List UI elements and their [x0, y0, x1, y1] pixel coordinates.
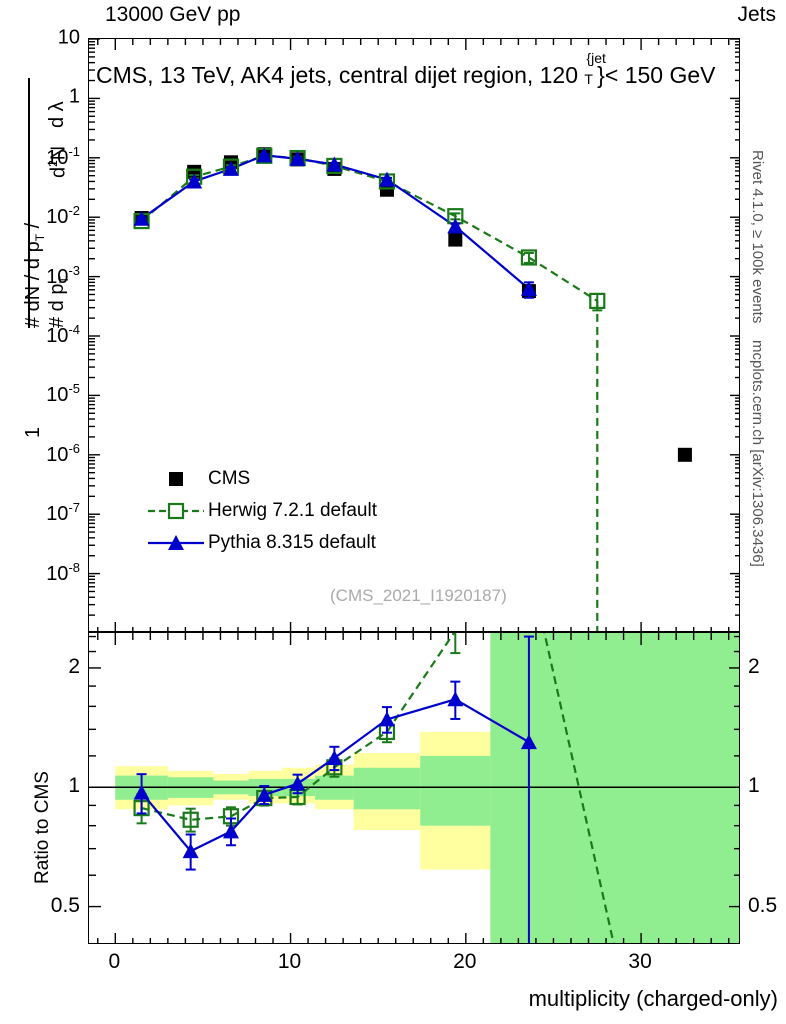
ratio-error-bar [450, 633, 461, 655]
data-marker-open-square [520, 249, 538, 266]
x-axis-title: multiplicity (charged-only) [528, 986, 778, 1011]
legend-item-label: Pythia 8.315 default [208, 532, 376, 553]
data-marker-open-square [589, 292, 606, 309]
legend-item-label: Herwig 7.2.1 default [208, 500, 377, 521]
data-marker-square [677, 447, 692, 462]
ratio-plot-canvas [89, 633, 739, 943]
analysis-id-watermark: (CMS_2021_I1920187) [330, 586, 507, 605]
analysis-category-label: Jets [737, 3, 776, 26]
data-marker-triangle [326, 156, 343, 172]
ratio-error-bar [523, 635, 534, 943]
ratio-marker-triangle [182, 843, 199, 859]
ratio-y-tick-label-left: 0.5 [50, 893, 80, 917]
ratio-marker-triangle [326, 750, 343, 766]
ratio-axis-ticks [89, 633, 739, 943]
x-tick-label: 20 [453, 950, 477, 973]
legend-key-icon [148, 530, 204, 556]
y-tick-label: 10-4 [46, 322, 80, 347]
ratio-marker-triangle [520, 734, 537, 750]
y-axis-title: # dN / d pT /1 # d pT d2N d λ [2, 38, 71, 632]
x-tick-label: 0 [108, 950, 121, 973]
ratio-marker-triangle [133, 784, 150, 800]
ratio-y-tick-label-right: 1 [748, 774, 760, 798]
rivet-version-credit: Rivet 4.1.0, ≥ 100k events [749, 150, 766, 324]
ratio-y-tick-label-right: 0.5 [748, 893, 778, 917]
ratio-y-tick-label-right: 2 [748, 654, 760, 678]
main-axis-ticks [89, 39, 739, 631]
beam-energy-label: 13000 GeV pp [105, 3, 241, 26]
y-tick-label: 10-1 [46, 143, 80, 169]
data-marker-triangle [378, 171, 395, 187]
fraction-bar [28, 78, 30, 328]
data-marker-triangle [289, 150, 306, 166]
ratio-marker-open-square [182, 811, 199, 828]
data-marker-triangle [186, 173, 203, 189]
data-marker-triangle [222, 160, 239, 176]
ratio-marker-triangle [378, 711, 395, 727]
x-tick-label: 30 [628, 950, 652, 973]
y-tick-label: 10-7 [46, 500, 80, 526]
data-marker-square [448, 232, 463, 247]
mcplots-credit: mcplots.cern.ch [arXiv:1306.3436] [749, 340, 766, 567]
legend-key-icon [148, 498, 204, 524]
legend-key-icon [148, 466, 204, 492]
y-tick-label: 10-2 [46, 203, 80, 229]
main-plot-panel [88, 38, 740, 632]
ratio-marker-triangle [447, 691, 464, 707]
ratio-marker-triangle [289, 775, 306, 791]
y-tick-label: 10-5 [46, 381, 80, 407]
y-tick-label: 10 [57, 26, 80, 49]
y-tick-label: 1 [68, 85, 80, 108]
y-tick-label: 10-8 [46, 559, 80, 585]
ratio-series-line [141, 633, 615, 943]
x-tick-label: 10 [277, 950, 302, 973]
data-marker-triangle [256, 147, 273, 163]
legend-item-label: CMS [208, 468, 251, 489]
ratio-marker-triangle [256, 786, 273, 802]
ratio-plot-panel [88, 632, 740, 944]
y-tick-label: 10-6 [46, 440, 80, 466]
error-bar [523, 251, 534, 264]
data-marker-triangle [447, 218, 464, 234]
y-tick-label: 10-3 [46, 262, 80, 288]
main-plot-canvas [89, 39, 739, 631]
y-tick-labels: 10 1 10-1 10-2 10-3 10-4 10-5 10-6 10-7 10-8 2 1 0.5 [0, 0, 84, 1024]
ratio-marker-triangle [222, 823, 239, 839]
data-marker-triangle [520, 280, 537, 296]
ratio-y-tick-label-left: 2 [68, 654, 80, 678]
ratio-y-tick-label-left: 1 [68, 774, 80, 798]
plot-title: CMS, 13 TeV, AK4 jets, central dijet reg… [96, 50, 715, 88]
data-marker-triangle [133, 210, 150, 226]
